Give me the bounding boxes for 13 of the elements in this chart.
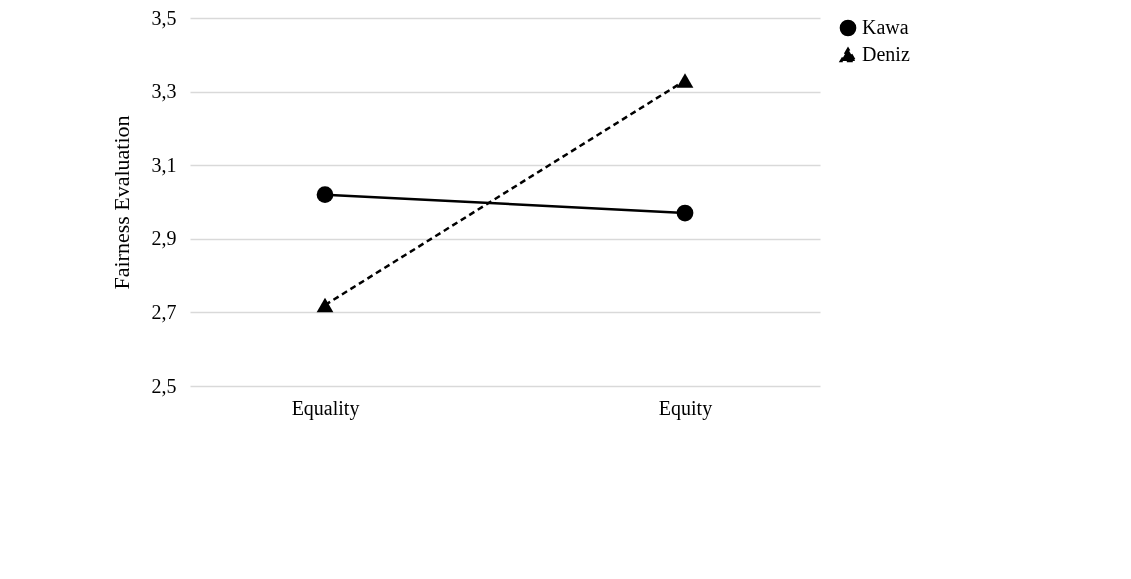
y-tick-label: 3,5 [151, 6, 177, 29]
y-axis-title: Fairness Evaluation [108, 115, 134, 290]
y-tick-label: 2,9 [151, 227, 177, 250]
y-tick-label: 3,1 [151, 153, 177, 176]
y-tick-label: 2,5 [151, 374, 177, 397]
y-tick-label: 3,3 [151, 80, 177, 103]
legend-label: Kawa [862, 16, 909, 38]
legend-label: Deniz [862, 43, 910, 65]
x-tick-label: Equality [291, 396, 360, 420]
y-tick-label: 2,7 [151, 300, 177, 323]
x-tick-label: Equity [658, 396, 713, 420]
point [316, 186, 334, 203]
point [676, 204, 694, 222]
